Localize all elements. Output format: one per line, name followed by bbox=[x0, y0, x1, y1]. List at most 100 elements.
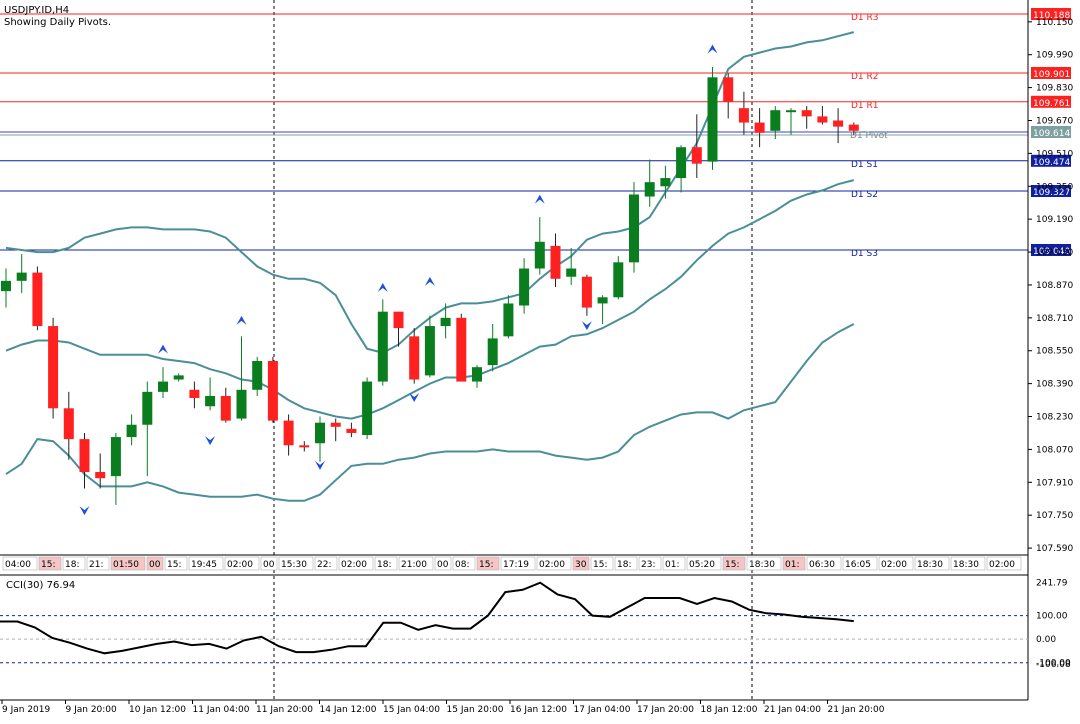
candle-body-41 bbox=[644, 182, 655, 197]
fractal-markers bbox=[79, 44, 718, 516]
time-tick-label-3: 11 Jan 04:00 bbox=[193, 705, 250, 715]
time-marker-text-28: 01: bbox=[785, 560, 799, 570]
time-marker-box-31 bbox=[878, 556, 914, 571]
fractal-up-7 bbox=[424, 276, 435, 286]
candle-body-5 bbox=[79, 439, 90, 473]
candle-body-31 bbox=[487, 338, 498, 366]
time-marker-text-11: 22: bbox=[317, 560, 331, 570]
candle-body-25 bbox=[393, 311, 404, 329]
pivot-price-tag-text-5: 109.327 bbox=[1033, 188, 1070, 198]
time-marker-text-29: 06:30 bbox=[809, 560, 835, 570]
candle-body-51 bbox=[801, 110, 812, 117]
candle-body-46 bbox=[723, 77, 734, 102]
time-marker-box-27 bbox=[746, 556, 782, 571]
candle-body-9 bbox=[142, 391, 153, 425]
candle-body-50 bbox=[786, 110, 796, 113]
time-marker-text-9: 00 bbox=[263, 560, 275, 570]
candle-body-7 bbox=[110, 437, 121, 477]
cci-tick-label-3: -100.00 bbox=[1036, 659, 1071, 669]
time-marker-text-14: 21:00 bbox=[401, 560, 427, 570]
pivot-price-tag-text-1: 109.901 bbox=[1033, 70, 1070, 80]
pivot-line-label-4: D1 S1 bbox=[851, 160, 878, 170]
cci-label: CCI(30) 76.94 bbox=[6, 580, 75, 591]
time-marker-box-8 bbox=[224, 556, 260, 571]
pivot-line-label-1: D1 R2 bbox=[851, 72, 879, 82]
time-marker-box-18 bbox=[500, 556, 536, 571]
pivot-price-tag-2 bbox=[1031, 95, 1071, 108]
pivot-price-tag-text-3: 109.614 bbox=[1033, 129, 1070, 139]
candle-body-22 bbox=[346, 428, 357, 433]
pivot-line-label-0: D1 R3 bbox=[851, 13, 879, 23]
time-marker-text-22: 18: bbox=[617, 560, 631, 570]
time-marker-box-32 bbox=[914, 556, 950, 571]
candle-body-27 bbox=[424, 326, 435, 376]
candle-body-1 bbox=[16, 272, 27, 281]
time-marker-box-3 bbox=[86, 556, 110, 571]
candle-body-39 bbox=[613, 262, 624, 298]
time-marker-text-21: 15: bbox=[593, 560, 607, 570]
pivot-price-tag-text-0: 110.188 bbox=[1033, 11, 1070, 21]
time-marker-box-4 bbox=[110, 556, 146, 571]
time-marker-box-14 bbox=[398, 556, 434, 571]
candle-body-17 bbox=[267, 361, 278, 421]
candle-body-11 bbox=[173, 375, 184, 380]
time-marker-box-19 bbox=[536, 556, 572, 571]
time-marker-text-18: 17:19 bbox=[503, 560, 529, 570]
bollinger-lower-line bbox=[5, 323, 855, 502]
candle-body-8 bbox=[126, 424, 137, 438]
candle-body-4 bbox=[63, 408, 74, 440]
candle-body-49 bbox=[770, 110, 781, 131]
pivot-price-tag-text-2: 109.761 bbox=[1033, 99, 1070, 109]
time-marker-box-5 bbox=[146, 556, 164, 571]
fractal-down-6 bbox=[409, 393, 420, 403]
time-marker-box-30 bbox=[842, 556, 878, 571]
candle-body-10 bbox=[158, 381, 168, 392]
candle-body-19 bbox=[299, 445, 310, 448]
candle-body-43 bbox=[676, 147, 687, 179]
time-tick-label-11: 18 Jan 12:00 bbox=[701, 705, 758, 715]
cci-subwindow: 241.79 100.00 0.00 -100.00-106.08 bbox=[0, 578, 1071, 670]
time-tick-label-9: 17 Jan 04:00 bbox=[574, 705, 631, 715]
time-marker-text-2: 18: bbox=[65, 560, 79, 570]
bollinger-middle-line bbox=[5, 179, 855, 420]
time-marker-box-20 bbox=[572, 556, 590, 571]
pivot-price-tag-6 bbox=[1031, 244, 1071, 256]
time-tick-label-7: 15 Jan 20:00 bbox=[447, 705, 504, 715]
time-marker-text-30: 16:05 bbox=[845, 560, 871, 570]
cci-tick-label-0: 241.79 bbox=[1036, 578, 1068, 588]
time-marker-text-24: 01: bbox=[665, 560, 679, 570]
pivot-line-label-3: D1 Pivot bbox=[850, 131, 888, 141]
candle-body-35 bbox=[550, 245, 561, 279]
pivot-price-tag-5 bbox=[1031, 185, 1071, 197]
time-tick-label-6: 15 Jan 04:00 bbox=[383, 705, 440, 715]
time-marker-text-1: 15: bbox=[41, 560, 55, 570]
time-marker-text-10: 15:30 bbox=[281, 560, 307, 570]
price-tick-label-6: 109.190 bbox=[1036, 215, 1073, 225]
candle-body-16 bbox=[252, 361, 263, 390]
time-marker-text-20: 30 bbox=[575, 560, 587, 570]
pivot-price-tag-1 bbox=[1031, 67, 1071, 79]
time-marker-box-33 bbox=[950, 556, 986, 571]
fractal-up-10 bbox=[707, 44, 718, 54]
time-marker-box-0 bbox=[2, 556, 38, 571]
price-axis: 110.188 109.901 109.761 109.614 109.474 109.3… bbox=[0, 0, 1073, 701]
candle-body-48 bbox=[754, 122, 765, 133]
fractal-down-2 bbox=[205, 436, 216, 446]
candle-body-45 bbox=[707, 77, 718, 162]
pivots-subtitle: Showing Daily Pivots. bbox=[4, 17, 111, 28]
candle-body-13 bbox=[205, 395, 216, 407]
candle-body-26 bbox=[409, 336, 420, 380]
cci-tick-label-4: -106.08 bbox=[1036, 660, 1071, 670]
candle-body-34 bbox=[534, 241, 545, 269]
candle-body-21 bbox=[330, 422, 341, 427]
time-marker-text-12: 02:00 bbox=[341, 560, 367, 570]
price-tick-label-12: 108.230 bbox=[1036, 413, 1073, 423]
time-marker-text-13: 18: bbox=[377, 560, 391, 570]
time-marker-box-6 bbox=[164, 556, 188, 571]
time-marker-box-26 bbox=[722, 556, 746, 571]
time-marker-text-8: 02:00 bbox=[227, 560, 253, 570]
time-marker-text-3: 21: bbox=[89, 560, 103, 570]
